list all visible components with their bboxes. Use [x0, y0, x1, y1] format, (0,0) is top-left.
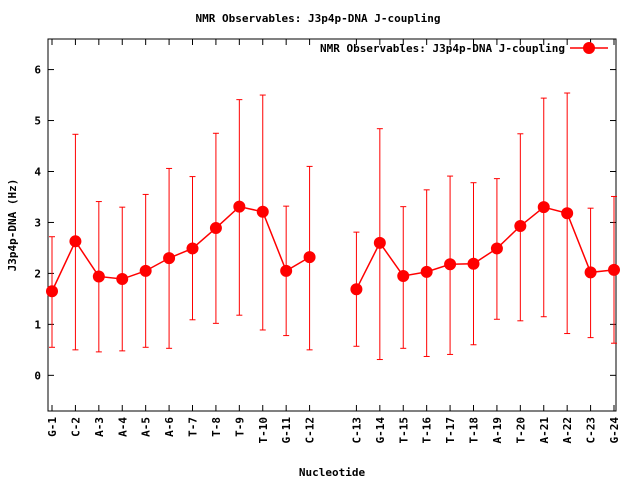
data-point	[69, 235, 82, 248]
data-point	[514, 220, 527, 233]
data-point	[256, 205, 269, 218]
x-tick-label: T-10	[257, 417, 270, 444]
x-tick-label: T-18	[468, 417, 481, 444]
x-tick-label: A-3	[93, 417, 106, 437]
y-tick-label: 4	[34, 165, 41, 178]
legend-label: NMR Observables: J3p4p-DNA J-coupling	[320, 42, 565, 55]
legend-marker	[583, 42, 595, 54]
x-tick-label: G-14	[374, 417, 387, 444]
y-tick-label: 6	[34, 64, 41, 77]
x-tick-label: A-4	[116, 417, 129, 437]
data-point	[584, 266, 597, 279]
y-tick-label: 1	[34, 318, 41, 331]
plot-frame	[47, 38, 617, 412]
data-point	[233, 200, 246, 213]
series-points	[46, 200, 620, 298]
data-point	[444, 258, 457, 271]
x-tick-label: A-6	[163, 417, 176, 437]
data-point	[561, 207, 574, 220]
series-line	[355, 206, 615, 290]
data-point	[490, 242, 503, 255]
data-point	[537, 201, 550, 214]
x-axis: G-1 C-2 A-3 A-4 A-5 A-6 T-7 T-8 T-9 T-10 G-11 C-12 C…	[46, 39, 621, 444]
x-tick-label: C-23	[585, 417, 598, 444]
x-tick-label: T-8	[210, 417, 223, 437]
x-tick-label: G-1	[46, 417, 59, 437]
data-point	[467, 257, 480, 270]
data-point	[209, 222, 222, 235]
x-tick-label: T-16	[421, 417, 434, 444]
x-tick-label: T-15	[397, 417, 410, 444]
series-line	[51, 205, 310, 292]
y-tick-label: 3	[34, 216, 41, 229]
y-tick-label: 0	[34, 369, 41, 382]
x-tick-label: A-22	[561, 417, 574, 444]
x-tick-label: T-9	[233, 417, 246, 437]
data-point	[350, 283, 363, 296]
x-tick-label: A-19	[491, 417, 504, 444]
data-point	[397, 269, 410, 282]
data-point	[163, 252, 176, 265]
x-tick-label: C-2	[69, 417, 82, 437]
data-point	[280, 264, 293, 277]
data-point	[46, 285, 58, 298]
y-axis: 0 1 2 3 4 5 6	[34, 64, 616, 382]
x-tick-label: A-5	[140, 417, 153, 437]
data-point	[116, 273, 129, 286]
x-tick-label: T-20	[514, 417, 527, 444]
x-tick-label: G-24	[608, 417, 621, 444]
x-tick-label: T-17	[444, 417, 457, 444]
x-axis-title: Nucleotide	[299, 466, 366, 479]
data-point	[139, 264, 152, 277]
data-point	[608, 263, 620, 276]
data-point	[186, 242, 199, 255]
y-tick-label: 5	[34, 115, 41, 128]
data-point	[303, 251, 316, 264]
data-point	[92, 270, 105, 283]
error-bars	[49, 92, 617, 361]
legend: NMR Observables: J3p4p-DNA J-coupling	[320, 42, 608, 55]
series-lines	[51, 205, 615, 292]
data-point	[420, 265, 433, 278]
x-tick-label: G-11	[280, 417, 293, 444]
x-tick-label: C-13	[350, 417, 363, 444]
x-tick-label: T-7	[187, 417, 200, 437]
x-tick-label: C-12	[304, 417, 317, 444]
x-tick-label: A-21	[538, 417, 551, 444]
data-point	[373, 236, 386, 249]
y-tick-label: 2	[34, 267, 41, 280]
chart-title: NMR Observables: J3p4p-DNA J-coupling	[195, 12, 440, 25]
y-axis-title: J3p4p-DNA (Hz)	[6, 179, 19, 272]
